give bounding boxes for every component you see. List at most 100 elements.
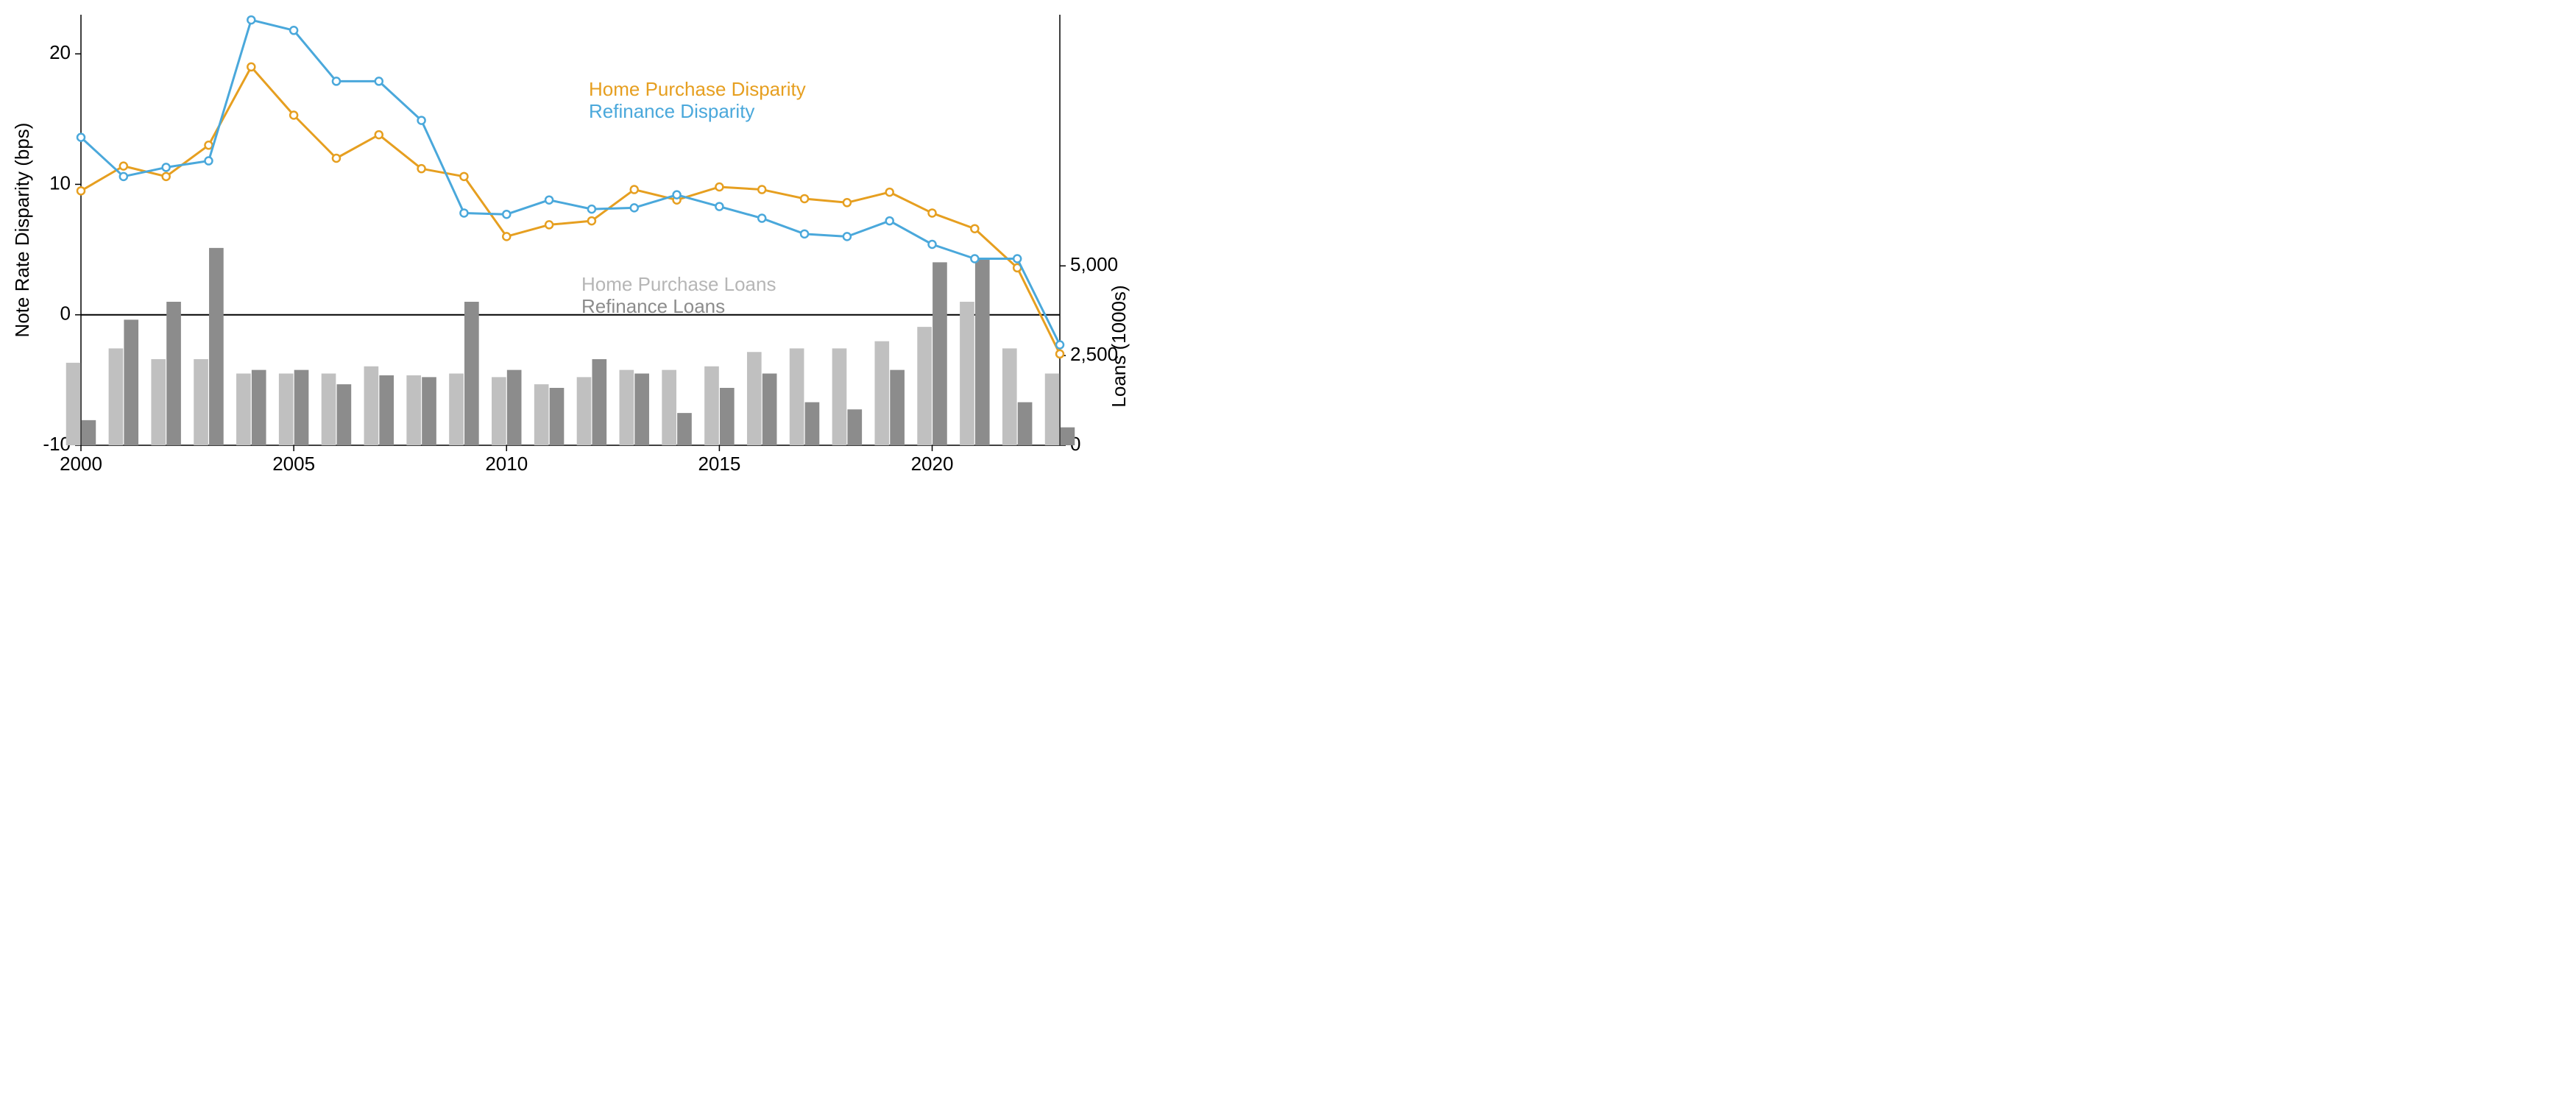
marker-home-purchase-disparity (290, 112, 297, 119)
marker-home-purchase-disparity (163, 173, 170, 180)
bar-refinance-loans (82, 420, 96, 445)
bar-home-purchase-loans (747, 352, 762, 445)
bar-home-purchase-loans (279, 374, 294, 446)
bar-refinance-loans (166, 302, 181, 445)
marker-home-purchase-disparity (971, 225, 978, 233)
bar-home-purchase-loans (704, 367, 719, 445)
bar-refinance-loans (975, 259, 990, 446)
x-tick-label: 2010 (485, 453, 528, 475)
marker-home-purchase-disparity (460, 173, 467, 180)
bar-home-purchase-loans (1002, 348, 1017, 445)
marker-home-purchase-disparity (801, 195, 808, 202)
marker-home-purchase-disparity (886, 188, 894, 196)
marker-refinance-disparity (1056, 342, 1064, 349)
marker-refinance-disparity (503, 210, 510, 218)
legend-bar-item: Home Purchase Loans (581, 273, 776, 295)
y-right-axis-label: Loans (1000s) (1108, 285, 1130, 407)
marker-home-purchase-disparity (1056, 350, 1064, 358)
marker-refinance-disparity (715, 203, 723, 210)
marker-refinance-disparity (120, 173, 127, 180)
marker-home-purchase-disparity (588, 217, 595, 224)
bar-refinance-loans (677, 413, 692, 445)
marker-refinance-disparity (673, 191, 681, 199)
legend-line-item: Home Purchase Disparity (589, 78, 806, 100)
marker-refinance-disparity (545, 197, 553, 204)
line-home-purchase-disparity (81, 67, 1060, 354)
marker-refinance-disparity (163, 163, 170, 171)
bar-home-purchase-loans (66, 363, 81, 445)
marker-home-purchase-disparity (843, 199, 851, 206)
bar-home-purchase-loans (790, 348, 804, 445)
marker-home-purchase-disparity (758, 186, 765, 194)
bar-home-purchase-loans (364, 367, 379, 445)
marker-refinance-disparity (801, 230, 808, 238)
bar-refinance-loans (933, 262, 947, 445)
marker-refinance-disparity (418, 117, 425, 124)
marker-home-purchase-disparity (247, 63, 255, 71)
bar-home-purchase-loans (406, 375, 421, 445)
bar-home-purchase-loans (449, 374, 464, 446)
bar-refinance-loans (847, 409, 862, 445)
marker-refinance-disparity (758, 215, 765, 222)
bar-home-purchase-loans (832, 348, 847, 445)
bar-home-purchase-loans (194, 359, 208, 445)
bar-home-purchase-loans (577, 377, 592, 445)
y-right-tick-label: 5,000 (1070, 253, 1118, 275)
marker-refinance-disparity (205, 158, 212, 165)
bar-home-purchase-loans (1045, 374, 1060, 446)
legend-line-item: Refinance Disparity (589, 100, 754, 122)
marker-refinance-disparity (290, 26, 297, 34)
x-tick-label: 2020 (911, 453, 954, 475)
marker-home-purchase-disparity (205, 141, 212, 149)
bar-refinance-loans (890, 370, 905, 445)
x-tick-label: 2000 (60, 453, 102, 475)
x-tick-label: 2005 (272, 453, 315, 475)
marker-refinance-disparity (843, 233, 851, 240)
marker-refinance-disparity (971, 255, 978, 263)
line-refinance-disparity (81, 20, 1060, 344)
marker-home-purchase-disparity (929, 209, 936, 216)
bar-home-purchase-loans (151, 359, 166, 445)
marker-refinance-disparity (460, 209, 467, 216)
marker-home-purchase-disparity (333, 155, 340, 162)
y-left-tick-label: 0 (60, 302, 71, 325)
bar-refinance-loans (1061, 428, 1075, 445)
bar-home-purchase-loans (917, 327, 932, 445)
y-left-tick-label: 20 (49, 41, 71, 63)
bar-home-purchase-loans (874, 342, 889, 445)
bar-refinance-loans (634, 374, 649, 446)
marker-refinance-disparity (247, 16, 255, 24)
y-left-tick-label: 10 (49, 171, 71, 194)
bar-refinance-loans (464, 302, 479, 445)
marker-refinance-disparity (333, 77, 340, 85)
x-tick-label: 2015 (698, 453, 740, 475)
marker-home-purchase-disparity (631, 186, 638, 194)
marker-home-purchase-disparity (545, 221, 553, 228)
y-left-axis-label: Note Rate Disparity (bps) (11, 123, 33, 338)
marker-refinance-disparity (588, 205, 595, 213)
marker-refinance-disparity (929, 241, 936, 248)
marker-home-purchase-disparity (715, 183, 723, 191)
marker-refinance-disparity (886, 217, 894, 224)
marker-home-purchase-disparity (120, 163, 127, 170)
bar-refinance-loans (1018, 403, 1033, 446)
bar-home-purchase-loans (960, 302, 974, 445)
bar-refinance-loans (209, 248, 224, 445)
bar-home-purchase-loans (620, 370, 634, 445)
marker-refinance-disparity (77, 134, 85, 141)
bar-refinance-loans (762, 374, 777, 446)
bar-refinance-loans (422, 377, 436, 445)
bar-refinance-loans (592, 359, 606, 445)
bar-refinance-loans (337, 384, 352, 445)
legend-bar-item: Refinance Loans (581, 295, 725, 317)
bar-home-purchase-loans (109, 348, 124, 445)
marker-refinance-disparity (1013, 255, 1021, 263)
disparity-loans-chart: -1001020Note Rate Disparity (bps)02,5005… (0, 0, 1141, 486)
bar-refinance-loans (124, 319, 138, 445)
bar-home-purchase-loans (534, 384, 549, 445)
bar-refinance-loans (252, 370, 266, 445)
bar-refinance-loans (379, 375, 394, 445)
marker-home-purchase-disparity (77, 187, 85, 194)
marker-refinance-disparity (375, 77, 383, 85)
bar-home-purchase-loans (492, 377, 506, 445)
